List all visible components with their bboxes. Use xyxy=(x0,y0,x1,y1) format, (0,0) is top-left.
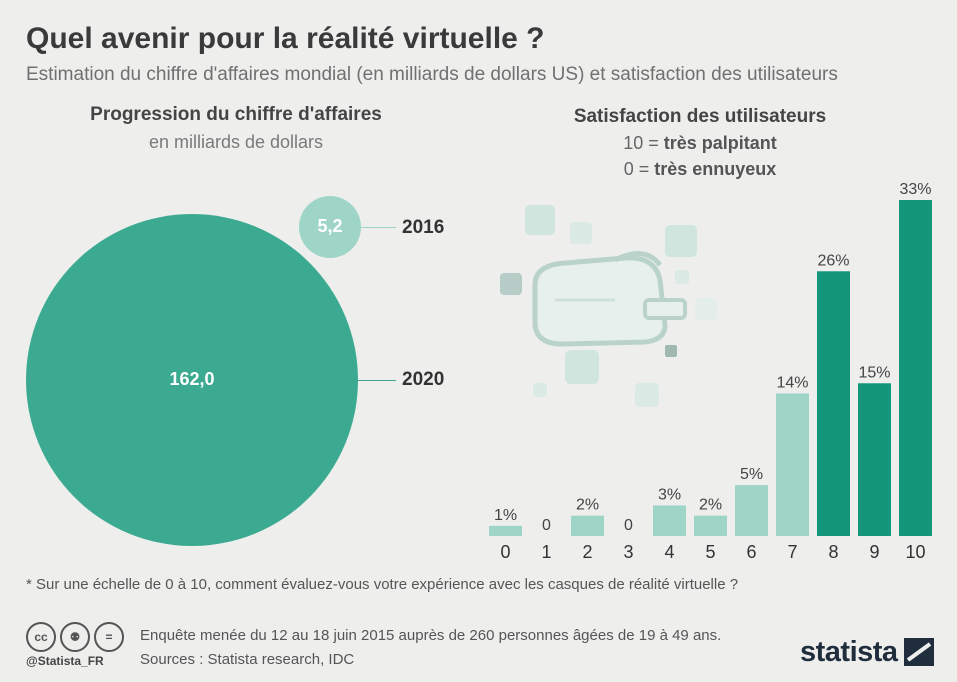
bar-2 xyxy=(571,515,604,536)
revenue-circle-2020 xyxy=(26,214,358,546)
vr-headset-icon xyxy=(500,205,717,407)
year-label-2020: 2020 xyxy=(402,369,445,390)
bar-value-label-9: 15% xyxy=(858,364,890,381)
revenue-circle-2016 xyxy=(299,196,361,258)
bar-value-label-7: 14% xyxy=(776,374,808,391)
leader-line-2016 xyxy=(361,227,396,228)
bar-value-label-2: 2% xyxy=(576,497,599,514)
license-icons: cc ⚉ = xyxy=(26,622,128,652)
x-tick-label-2: 2 xyxy=(582,542,592,562)
sources-note: Sources : Statista research, IDC xyxy=(140,651,355,668)
bar-value-label-4: 3% xyxy=(658,486,681,503)
by-icon: ⚉ xyxy=(60,622,90,652)
leader-line-2020 xyxy=(358,380,396,381)
x-tick-label-10: 10 xyxy=(905,542,925,562)
x-tick-label-9: 9 xyxy=(869,542,879,562)
scale-high-line: 10 = très palpitant xyxy=(470,130,930,156)
bar-value-label-0: 1% xyxy=(494,507,517,524)
sources-block: Enquête menée du 12 au 18 juin 2015 aupr… xyxy=(140,624,721,672)
scale-high-prefix: 10 = xyxy=(623,133,664,153)
x-tick-label-5: 5 xyxy=(705,542,715,562)
chart-subtitle: Estimation du chiffre d'affaires mondial… xyxy=(26,64,838,85)
bar-0 xyxy=(489,525,522,536)
bar-value-label-10: 33% xyxy=(899,181,931,198)
bar-9 xyxy=(858,383,891,536)
revenue-title: Progression du chiffre d'affaires xyxy=(90,104,382,125)
scale-low-label: très ennuyeux xyxy=(654,159,777,179)
social-handle: @Statista_FR xyxy=(26,654,104,668)
revenue-unit: en milliards de dollars xyxy=(148,132,324,152)
chart-title: Quel avenir pour la réalité virtuelle ? xyxy=(26,22,545,55)
satisfaction-heading: Satisfaction des utilisateurs 10 = très … xyxy=(470,104,930,182)
revenue-heading: Progression du chiffre d'affaires en mil… xyxy=(26,104,446,153)
bar-value-label-6: 5% xyxy=(740,466,763,483)
footnote: * Sur une échelle de 0 à 10, comment éva… xyxy=(26,576,739,593)
bar-4 xyxy=(653,505,686,536)
bar-value-label-5: 2% xyxy=(699,497,722,514)
survey-note: Enquête menée du 12 au 18 juin 2015 aupr… xyxy=(140,627,722,644)
x-tick-label-3: 3 xyxy=(623,542,633,562)
year-label-2016: 2016 xyxy=(402,217,445,238)
revenue-value-2020: 162,0 xyxy=(169,369,215,389)
bar-10 xyxy=(899,200,932,536)
bar-7 xyxy=(776,393,809,536)
cc-icon: cc xyxy=(26,622,56,652)
x-tick-label-8: 8 xyxy=(828,542,838,562)
statista-logo-icon xyxy=(904,638,934,666)
x-tick-label-1: 1 xyxy=(541,542,551,562)
satisfaction-title: Satisfaction des utilisateurs xyxy=(573,106,827,127)
bar-5 xyxy=(694,515,727,536)
scale-high-label: très palpitant xyxy=(663,133,777,153)
scale-low-line: 0 = très ennuyeux xyxy=(470,156,930,182)
x-tick-label-6: 6 xyxy=(746,542,756,562)
bar-6 xyxy=(735,485,768,536)
x-tick-label-0: 0 xyxy=(500,542,510,562)
nd-icon: = xyxy=(94,622,124,652)
scale-low-prefix: 0 = xyxy=(623,159,655,179)
revenue-value-2016: 5,2 xyxy=(317,216,343,236)
x-tick-label-7: 7 xyxy=(787,542,797,562)
statista-logo: statista xyxy=(800,636,898,668)
x-tick-label-4: 4 xyxy=(664,542,674,562)
bar-value-label-1: 0 xyxy=(542,517,551,534)
bar-value-label-3: 0 xyxy=(624,517,633,534)
bar-value-label-8: 26% xyxy=(817,252,849,269)
bar-8 xyxy=(817,271,850,536)
